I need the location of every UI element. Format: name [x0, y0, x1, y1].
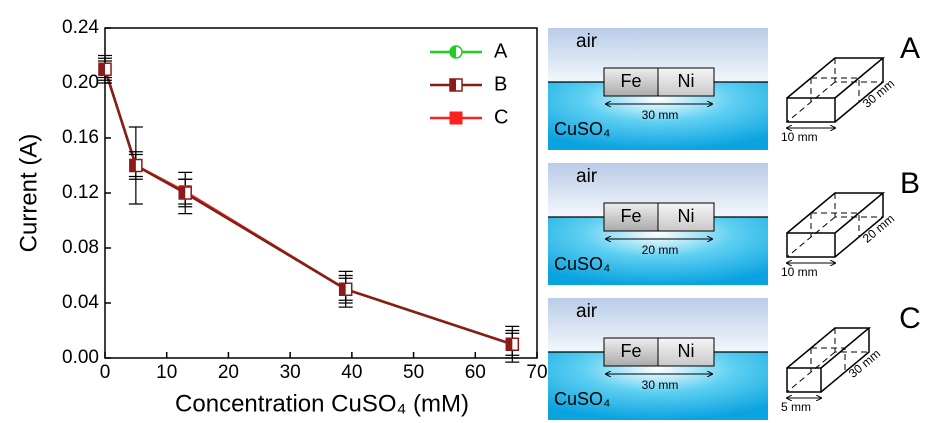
length-label: 20 mm [642, 243, 679, 257]
length-label: 30 mm [642, 108, 679, 122]
panel-label: A [900, 32, 920, 65]
x-tick-label: 0 [100, 362, 111, 383]
marker-part [130, 160, 136, 172]
marker [450, 79, 462, 91]
marker-part [340, 283, 346, 295]
y-tick-label: 0.24 [62, 17, 99, 38]
marker-part [450, 79, 456, 91]
width-label: 10 mm [781, 265, 818, 279]
marker [450, 46, 462, 58]
marker [340, 283, 352, 295]
air-label: air [576, 166, 598, 187]
marker [506, 338, 518, 350]
width-label: 5 mm [781, 400, 811, 414]
y-tick-label: 0.00 [62, 347, 99, 368]
x-tick-label: 10 [156, 362, 177, 383]
x-tick-label: 40 [341, 362, 362, 383]
liquid-label: CuSO₄ [554, 389, 610, 409]
marker [99, 63, 111, 75]
x-tick-label: 30 [280, 362, 301, 383]
y-tick-label: 0.08 [62, 237, 99, 258]
liquid-label: CuSO₄ [554, 119, 610, 139]
x-axis-label: Concentration CuSO₄ (mM) [175, 390, 469, 417]
y-axis-label: Current (A) [15, 134, 42, 253]
fe-label: Fe [620, 71, 641, 91]
air-label: air [576, 301, 598, 322]
series-line [105, 69, 512, 344]
length-label: 30 mm [642, 378, 679, 392]
legend-label: C [494, 106, 508, 128]
x-tick-label: 20 [218, 362, 239, 383]
marker [450, 112, 462, 124]
marker [179, 187, 191, 199]
panel-label: B [900, 167, 920, 200]
y-tick-label: 0.04 [62, 292, 99, 313]
y-tick-label: 0.16 [62, 127, 99, 148]
legend-label: B [494, 73, 507, 95]
plot-frame [105, 28, 537, 358]
figure: Current (A) Concentration CuSO₄ (mM) 0.0… [0, 0, 925, 423]
marker-part [450, 112, 462, 124]
marker-part [179, 187, 185, 199]
series-line [105, 69, 512, 344]
box [787, 193, 883, 257]
air-label: air [576, 31, 598, 52]
x-tick-label: 50 [403, 362, 424, 383]
y-tick-label: 0.12 [62, 182, 99, 203]
ni-label: Ni [678, 206, 695, 226]
fe-label: Fe [620, 341, 641, 361]
legend-label: A [494, 40, 508, 62]
ni-label: Ni [678, 341, 695, 361]
x-tick-label: 70 [526, 362, 547, 383]
y-tick-label: 0.20 [62, 72, 99, 93]
liquid-label: CuSO₄ [554, 254, 610, 274]
panel-label: C [899, 302, 921, 335]
marker-part [99, 63, 105, 75]
box [787, 58, 883, 122]
width-label: 10 mm [781, 130, 818, 144]
marker [130, 160, 142, 172]
series-line [105, 69, 512, 344]
x-tick-label: 60 [465, 362, 486, 383]
ni-label: Ni [678, 71, 695, 91]
fe-label: Fe [620, 206, 641, 226]
marker-part [506, 338, 512, 350]
